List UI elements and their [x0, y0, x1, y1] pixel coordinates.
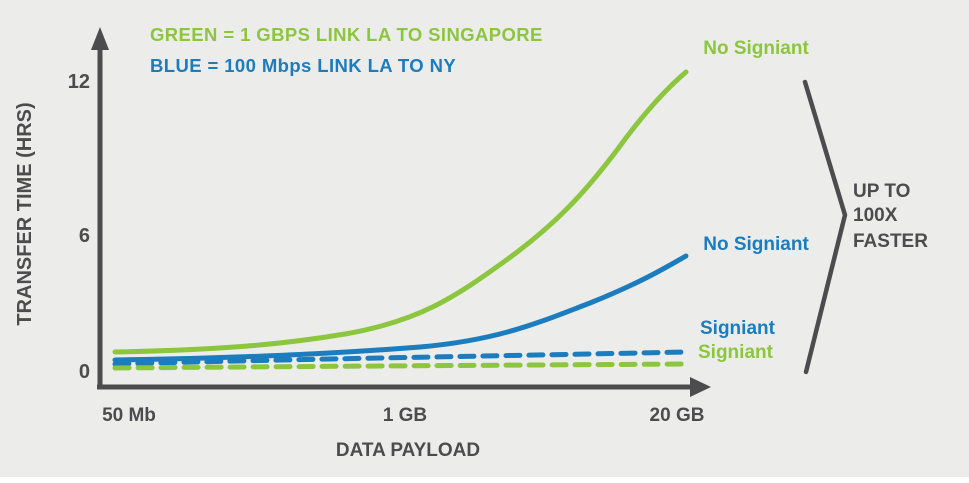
x-axis-label: DATA PAYLOAD	[336, 440, 480, 461]
callout-bracket-icon	[802, 79, 848, 375]
legend-blue: BLUE = 100 Mbps LINK LA TO NY	[150, 55, 456, 76]
line-signiant-green-dashed	[112, 361, 689, 371]
x-tick-1gb: 1 GB	[383, 405, 427, 426]
bottom-margin	[0, 477, 969, 483]
label-signiant-green: Signiant	[698, 342, 774, 363]
line-signiant-blue-dashed	[112, 349, 689, 367]
x-axis-arrow-icon	[690, 377, 711, 397]
y-tick-0: 0	[79, 361, 90, 383]
callout-100x: 100X	[853, 205, 898, 226]
line-no-signiant-green	[112, 69, 689, 355]
y-axis-label: TRANSFER TIME (HRS)	[14, 102, 36, 325]
y-tick-12: 12	[68, 71, 90, 93]
x-tick-20gb: 20 GB	[650, 405, 705, 426]
legend-green: GREEN = 1 GBPS LINK LA TO SINGAPORE	[150, 24, 543, 45]
callout-up-to: UP TO	[853, 181, 910, 202]
x-tick-50mb: 50 Mb	[102, 405, 156, 426]
label-signiant-blue: Signiant	[700, 318, 776, 339]
y-tick-6: 6	[79, 225, 90, 247]
line-no-signiant-blue	[112, 253, 689, 363]
label-no-signiant-blue: No Signiant	[703, 234, 809, 255]
callout-faster: FASTER	[853, 231, 928, 252]
label-no-signiant-green: No Signiant	[703, 38, 809, 59]
y-axis-arrow-icon	[91, 27, 109, 50]
